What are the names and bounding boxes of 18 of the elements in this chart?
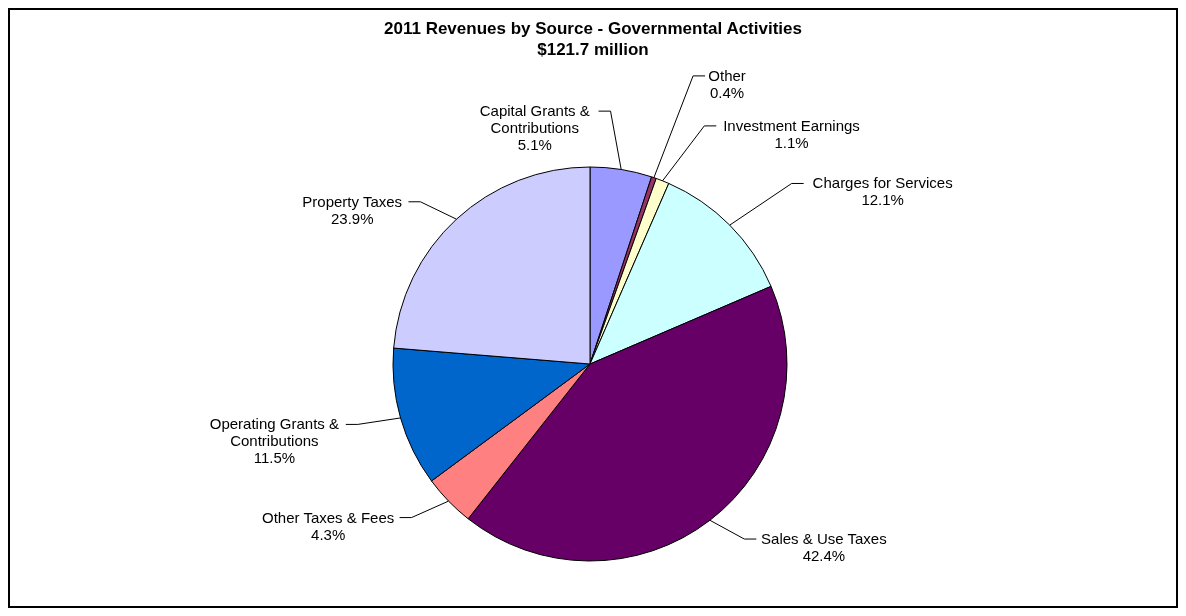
slice-label: Property Taxes <box>302 192 403 210</box>
slice-label: Operating Grants & Contributions <box>209 415 340 450</box>
chart-subtitle: $121.7 million <box>537 40 649 59</box>
data-label: 0.4% <box>709 83 745 101</box>
data-label: 42.4% <box>802 547 846 565</box>
slice-label: Capital Grants & Contributions <box>479 102 590 137</box>
data-label: 4.3% <box>311 525 346 543</box>
data-label: 5.1% <box>517 136 552 154</box>
data-label: 11.5% <box>253 449 296 467</box>
slice-label: Other <box>708 66 746 84</box>
slice-label: Sales & Use Taxes <box>761 530 887 548</box>
slice-label: Charges for Services <box>812 174 953 192</box>
data-label: 12.1% <box>861 191 904 209</box>
chart-title: 2011 Revenues by Source - Governmental Activities <box>384 19 802 38</box>
data-label: 1.1% <box>774 133 809 151</box>
data-label: 23.9% <box>330 209 374 227</box>
slice-label: Other Taxes & Fees <box>262 508 395 526</box>
slice-label: Investment Earnings <box>723 116 860 134</box>
